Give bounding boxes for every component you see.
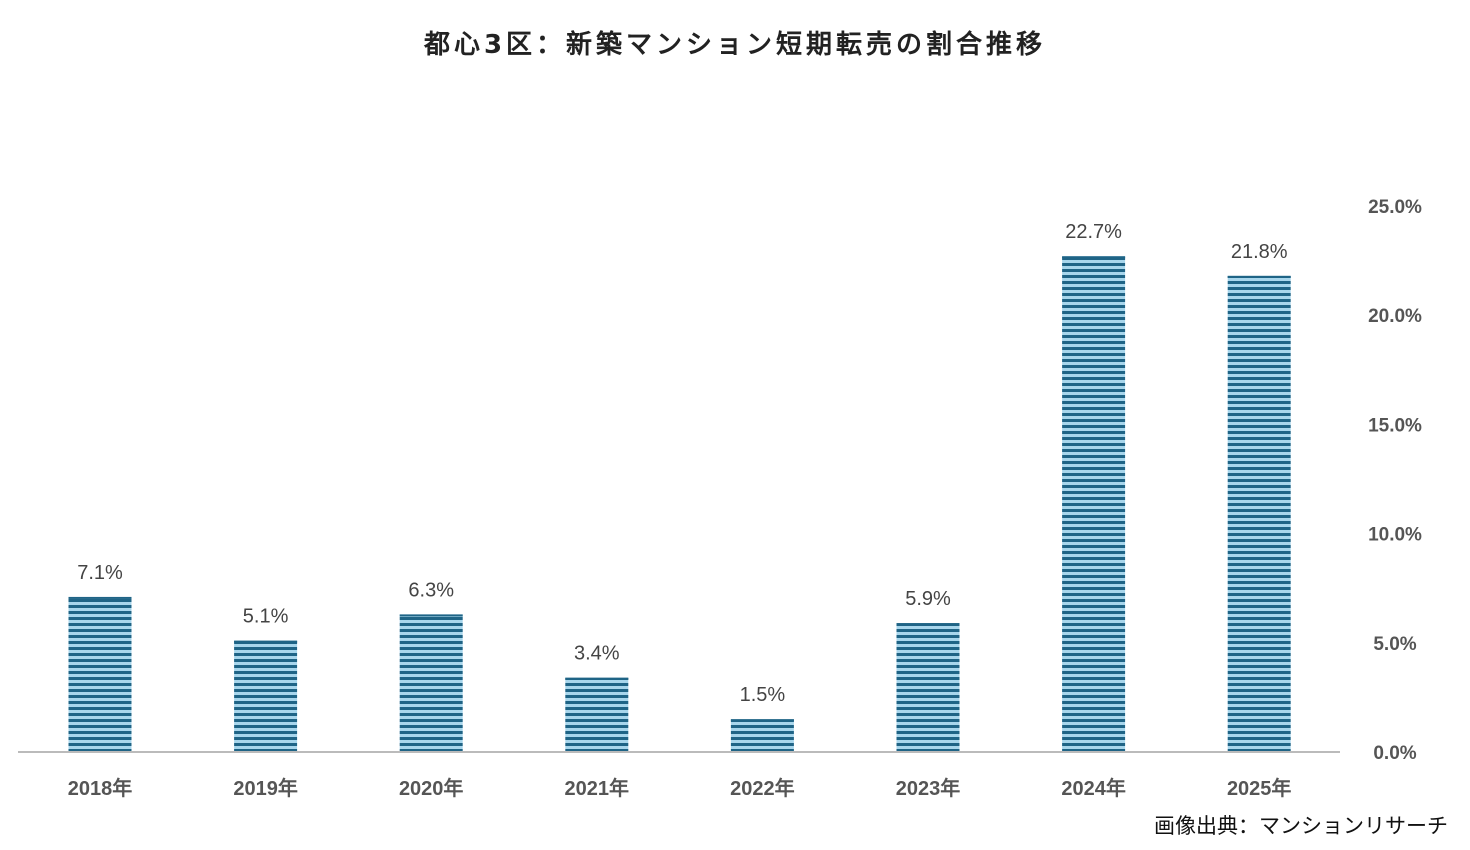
y-tick-label: 15.0% — [1368, 415, 1422, 436]
y-tick-label: 25.0% — [1368, 197, 1422, 218]
bar-top-edge — [730, 719, 794, 722]
bar-2024年 — [1062, 256, 1126, 752]
bar-2021年 — [565, 677, 629, 752]
bar-2023年 — [896, 623, 960, 752]
data-label: 7.1% — [77, 562, 123, 584]
y-tick-label: 20.0% — [1368, 306, 1422, 327]
x-tick-label: 2025年 — [1227, 776, 1292, 800]
bar-2022年 — [730, 719, 794, 752]
x-tick-label: 2024年 — [1061, 776, 1126, 800]
data-label: 22.7% — [1065, 221, 1122, 243]
y-tick-label: 10.0% — [1368, 525, 1422, 546]
bar-top-edge — [1227, 275, 1291, 278]
data-label: 5.9% — [905, 588, 951, 610]
bar-top-edge — [1062, 256, 1126, 259]
data-label: 21.8% — [1231, 241, 1288, 263]
bar-2025年 — [1227, 275, 1291, 752]
bar-2018年 — [68, 596, 132, 752]
bar-top-edge — [68, 596, 132, 599]
x-tick-label: 2020年 — [399, 776, 464, 800]
bar-top-edge — [896, 623, 960, 626]
data-label: 5.1% — [243, 606, 289, 628]
data-label: 6.3% — [408, 579, 454, 601]
x-tick-label: 2018年 — [68, 776, 133, 800]
source-note: 画像出典：マンションリサーチ — [1154, 814, 1448, 838]
y-tick-label: 5.0% — [1373, 634, 1416, 655]
bar-2019年 — [234, 640, 298, 752]
bar-top-edge — [399, 614, 463, 617]
bar-top-edge — [565, 677, 629, 680]
x-tick-label: 2022年 — [730, 776, 795, 800]
data-label: 1.5% — [740, 684, 786, 706]
x-tick-label: 2021年 — [565, 776, 630, 800]
y-tick-label: 0.0% — [1373, 743, 1416, 764]
bar-2020年 — [399, 614, 463, 752]
bar-top-edge — [234, 640, 298, 643]
x-tick-label: 2019年 — [233, 776, 298, 800]
x-tick-label: 2023年 — [896, 776, 961, 800]
chart-title: 都心3区：新築マンション短期転売の割合推移 — [423, 30, 1047, 60]
data-label: 3.4% — [574, 643, 620, 665]
